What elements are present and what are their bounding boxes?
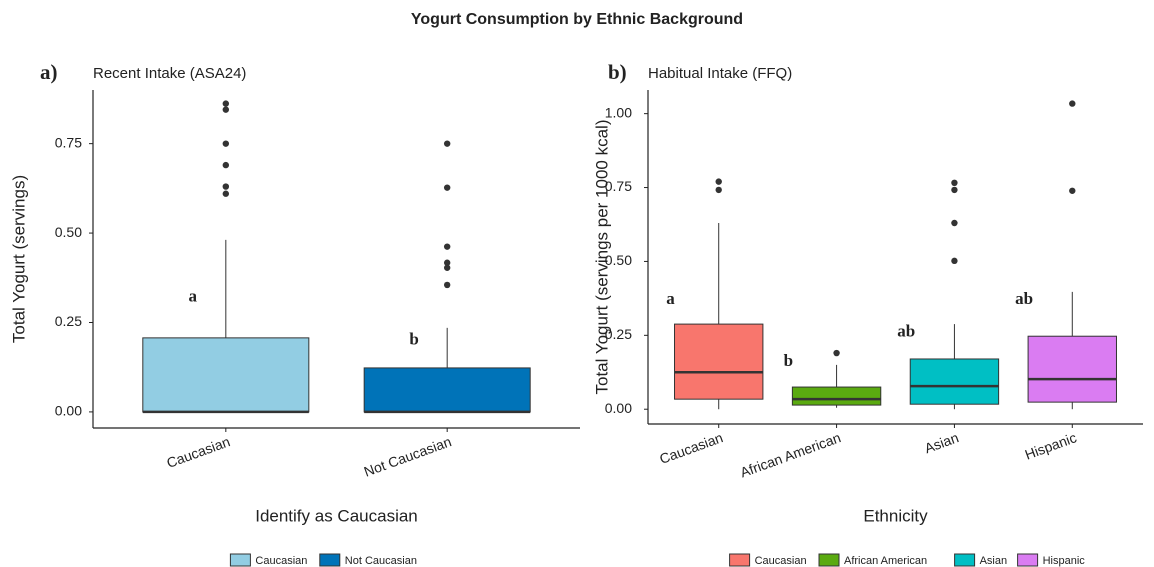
outlier bbox=[443, 281, 451, 289]
legend-label: Not Caucasian bbox=[345, 555, 417, 567]
y-tick-label: 0.25 bbox=[605, 326, 632, 342]
panel-title: Habitual Intake (FFQ) bbox=[648, 65, 792, 82]
box bbox=[791, 386, 882, 406]
outlier bbox=[715, 178, 722, 185]
y-tick-label: 0.50 bbox=[55, 224, 82, 240]
box bbox=[142, 337, 310, 413]
box bbox=[363, 367, 531, 413]
outlier bbox=[222, 190, 230, 197]
outlier bbox=[951, 257, 958, 265]
figure-title: Yogurt Consumption by Ethnic Background bbox=[411, 11, 743, 28]
y-tick-label: 0.50 bbox=[605, 252, 632, 268]
outlier bbox=[951, 179, 958, 187]
legend-label: Hispanic bbox=[1043, 555, 1086, 567]
legend-label: Asian bbox=[980, 555, 1008, 567]
legend-label: Caucasian bbox=[755, 555, 807, 567]
legend-label: Caucasian bbox=[255, 555, 307, 567]
legend-swatch bbox=[954, 553, 976, 567]
significance-letter: b bbox=[409, 329, 418, 348]
outlier bbox=[443, 264, 451, 271]
x-tick-label: Hispanic bbox=[1023, 429, 1079, 462]
significance-letter: ab bbox=[897, 321, 915, 340]
panel-title: Recent Intake (ASA24) bbox=[93, 65, 246, 82]
x-tick-label: African American bbox=[738, 429, 843, 480]
significance-letter: b bbox=[784, 351, 793, 370]
outlier bbox=[222, 140, 230, 147]
y-axis-title: Total Yogurt (servings per 1000 kcal) bbox=[592, 120, 611, 395]
outlier bbox=[833, 349, 840, 357]
x-tick-label: Caucasian bbox=[164, 433, 232, 471]
outlier bbox=[443, 259, 451, 266]
y-tick-label: 0.25 bbox=[55, 313, 82, 329]
x-axis-title: Ethnicity bbox=[863, 506, 928, 525]
y-tick-label: 0.75 bbox=[55, 134, 82, 150]
legend-label: African American bbox=[844, 555, 927, 567]
y-axis-title: Total Yogurt (servings) bbox=[9, 175, 28, 343]
outlier bbox=[443, 243, 451, 250]
legend-swatch bbox=[818, 553, 840, 567]
x-tick-label: Caucasian bbox=[657, 429, 725, 467]
box bbox=[674, 323, 764, 400]
x-tick-label: Asian bbox=[922, 429, 960, 456]
x-tick-label: Not Caucasian bbox=[362, 433, 454, 479]
outlier bbox=[1069, 100, 1076, 107]
x-axis-title: Identify as Caucasian bbox=[255, 506, 418, 525]
outlier bbox=[222, 100, 230, 107]
box bbox=[909, 358, 1000, 405]
y-tick-label: 0.75 bbox=[605, 178, 632, 194]
legend-swatch bbox=[319, 553, 341, 567]
outlier bbox=[222, 106, 230, 113]
outlier bbox=[443, 140, 451, 147]
outlier bbox=[1069, 187, 1076, 194]
outlier bbox=[443, 184, 451, 191]
outlier bbox=[715, 186, 722, 194]
box bbox=[1027, 335, 1117, 403]
outlier bbox=[951, 219, 958, 227]
panel-label: b) bbox=[608, 60, 627, 84]
y-tick-label: 0.00 bbox=[55, 403, 82, 419]
legend-swatch bbox=[229, 553, 251, 567]
significance-letter: a bbox=[189, 286, 198, 305]
outlier bbox=[222, 161, 230, 169]
outlier bbox=[222, 183, 230, 190]
legend-swatch bbox=[1017, 553, 1039, 567]
y-tick-label: 1.00 bbox=[605, 104, 632, 120]
panel-label: a) bbox=[40, 60, 58, 84]
legend-swatch bbox=[729, 553, 751, 567]
y-tick-label: 0.00 bbox=[605, 400, 632, 416]
significance-letter: ab bbox=[1015, 289, 1033, 308]
outlier bbox=[951, 186, 958, 194]
significance-letter: a bbox=[666, 289, 675, 308]
